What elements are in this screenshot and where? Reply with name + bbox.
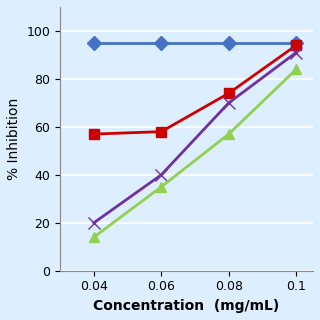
Series3: [294, 51, 298, 54]
Line: Series2: Series2: [89, 40, 301, 139]
Series3: [92, 221, 96, 225]
Line: Series3: Series3: [88, 47, 302, 228]
Series1: [227, 41, 231, 45]
Line: Series1: Series1: [89, 38, 301, 48]
Series2: [159, 130, 163, 133]
Series1: [92, 41, 96, 45]
Series2: [92, 132, 96, 136]
Series1: [159, 41, 163, 45]
Series4: [159, 185, 163, 189]
Y-axis label: % Inhibition: % Inhibition: [7, 98, 21, 180]
Line: Series4: Series4: [89, 64, 301, 242]
Series1: [294, 41, 298, 45]
Series3: [227, 101, 231, 105]
Series2: [294, 44, 298, 47]
Series4: [227, 132, 231, 136]
Series4: [294, 68, 298, 71]
Series3: [159, 173, 163, 177]
X-axis label: Concentration  (mg/mL): Concentration (mg/mL): [93, 299, 280, 313]
Series2: [227, 92, 231, 95]
Series4: [92, 235, 96, 239]
